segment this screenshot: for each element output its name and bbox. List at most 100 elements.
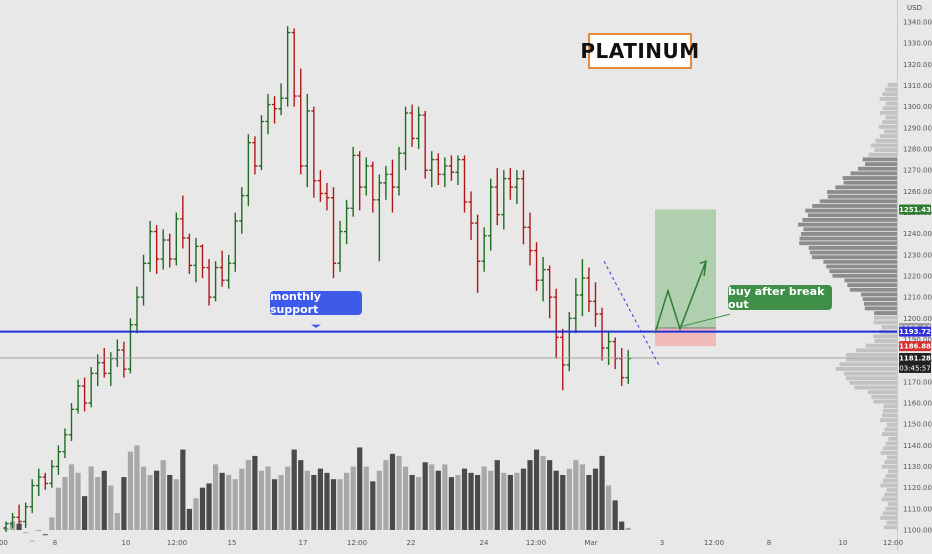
price-badge	[899, 341, 931, 352]
volume-bar	[383, 460, 389, 530]
position-zones	[655, 209, 716, 347]
ohlc-bar	[429, 151, 435, 188]
volume-bar	[16, 523, 22, 530]
ohlc-bar	[252, 136, 258, 175]
volume-bar	[173, 479, 179, 530]
ohlc-bar	[606, 331, 612, 365]
volume-bar	[317, 468, 323, 530]
ohlc-bar	[619, 347, 625, 387]
price-tick-label: 1280.00	[903, 146, 932, 154]
price-tick-label: 1270.00	[903, 167, 932, 175]
time-tick-label: 17	[299, 539, 308, 547]
volume-bar	[402, 466, 409, 530]
support-label-pointer	[311, 324, 321, 328]
volume-bar	[494, 460, 500, 530]
ohlc-bar	[291, 28, 297, 107]
volume-bar	[566, 468, 572, 530]
ohlc-bar	[481, 227, 487, 272]
volume-profile-bar	[883, 478, 897, 483]
volume-bar	[468, 472, 474, 530]
volume-bar	[376, 470, 382, 530]
volume-bar	[62, 477, 68, 530]
ohlc-bar	[62, 428, 68, 459]
volume-profile-bar	[886, 520, 897, 525]
volume-bar	[101, 470, 107, 530]
ohlc-bar	[553, 288, 559, 359]
price-badge-label: 1251.43	[899, 206, 931, 214]
ohlc-bar	[612, 337, 618, 370]
ohlc-bar	[527, 212, 533, 266]
price-tick-label: 1130.00	[903, 463, 932, 471]
volume-bar	[573, 460, 579, 530]
volume-profile-bar	[874, 148, 897, 153]
price-tick-label: 1190.00	[903, 336, 932, 344]
price-badge-label: 1181.28	[899, 354, 931, 362]
volume-profile-bar	[797, 222, 897, 227]
down-trendline	[603, 260, 661, 368]
ohlc-bar	[324, 182, 330, 211]
ohlc-bar	[501, 170, 507, 230]
time-tick-label: 12:00	[704, 539, 724, 547]
volume-bar	[363, 466, 369, 530]
volume-bar	[547, 460, 553, 530]
volume-bar	[514, 472, 520, 530]
ohlc-bar	[193, 237, 199, 283]
volume-bar	[226, 474, 232, 530]
ohlc-bar	[448, 155, 454, 181]
volume-profile-bar	[880, 418, 897, 423]
ohlc-bar	[389, 159, 396, 213]
volume-bar	[330, 479, 337, 530]
volume-profile-bar	[865, 162, 897, 166]
volume-bar	[258, 470, 265, 530]
ohlc-bar	[49, 460, 55, 488]
volume-bar	[461, 468, 468, 530]
ohlc-bar	[514, 170, 520, 205]
volume-bar	[88, 466, 94, 530]
volume-bar	[553, 470, 559, 530]
price-tick-label: 1260.00	[903, 188, 932, 196]
volume-profile-bar	[885, 506, 897, 511]
volume-bar	[278, 474, 284, 530]
volume-bar	[219, 472, 225, 530]
ohlc-bar	[344, 199, 350, 245]
volume-bar	[23, 532, 29, 534]
ohlc-bar	[402, 106, 409, 171]
volume-profile-bar	[883, 446, 897, 451]
time-tick-label: 24	[480, 539, 489, 547]
ohlc-bar	[140, 254, 147, 306]
volume-profile-bar	[883, 129, 897, 134]
ohlc-bar	[134, 286, 140, 334]
ohlc-bar	[317, 170, 323, 202]
volume-bar	[285, 466, 291, 530]
volume-bar	[232, 479, 238, 530]
callout-pointer	[679, 313, 731, 328]
volume-bar	[612, 500, 618, 530]
volume-bar	[193, 498, 199, 530]
volume-profile-bar	[846, 357, 897, 362]
volume-profile-bar	[809, 250, 897, 255]
ohlc-bar	[435, 153, 441, 185]
volume-profile	[797, 82, 897, 530]
volume-bar	[560, 474, 566, 530]
volume-profile-bar	[808, 245, 897, 250]
volume-bar	[625, 527, 631, 530]
support-label-text: monthly support	[270, 290, 321, 316]
volume-profile-bar	[864, 306, 897, 311]
volume-bar	[55, 487, 61, 530]
ohlc-bar	[416, 106, 422, 149]
price-tick-label: 1290.00	[903, 124, 932, 132]
volume-profile-bar	[884, 525, 897, 530]
ohlc-bar	[409, 104, 415, 147]
ohlc-bar	[245, 134, 251, 207]
time-tick-label: 8	[767, 539, 771, 547]
price-tick-label: 1150.00	[903, 421, 932, 429]
title-box: PLATINUM	[580, 33, 699, 69]
ohlc-bar	[167, 233, 173, 268]
volume-profile-bar	[881, 325, 897, 329]
time-tick-label: 3	[660, 539, 664, 547]
volume-bar	[422, 462, 428, 530]
time-tick-label: 8	[53, 539, 57, 547]
volume-profile-bar	[879, 110, 897, 115]
volume-bar	[540, 455, 546, 530]
